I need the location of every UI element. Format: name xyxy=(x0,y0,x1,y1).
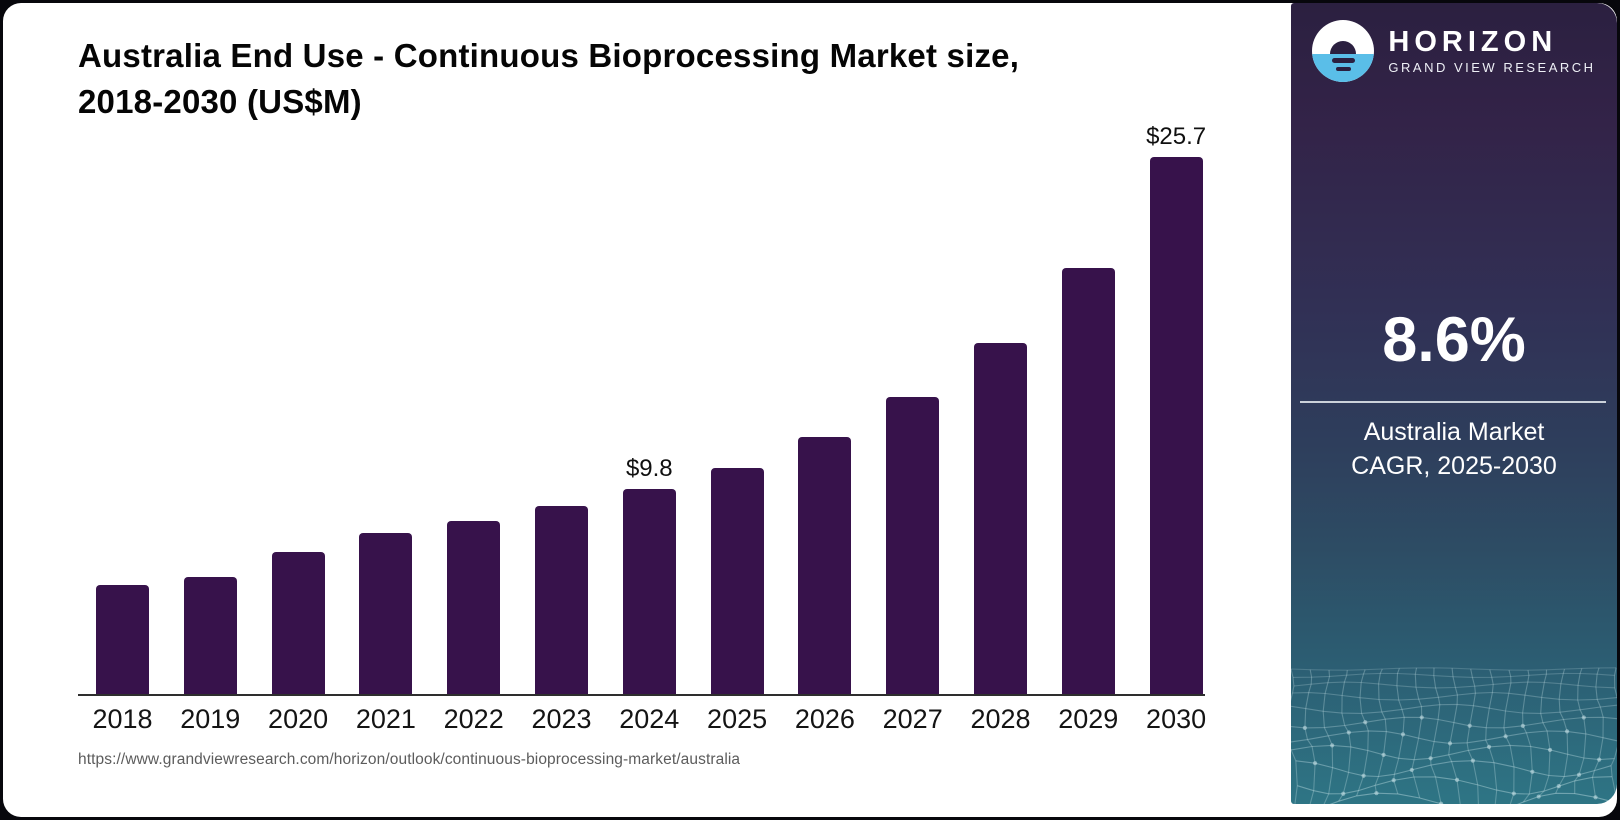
source-url: https://www.grandviewresearch.com/horizo… xyxy=(78,751,741,768)
divider-line xyxy=(1300,401,1606,403)
x-tick-2018: 2018 xyxy=(92,704,153,734)
cagr-label: Australia Market CAGR, 2025-2030 xyxy=(1291,415,1617,483)
horizon-logo-icon xyxy=(1312,20,1375,82)
bar-2030 xyxy=(1149,157,1203,694)
cagr-label-line2: CAGR, 2025-2030 xyxy=(1351,452,1557,480)
logo-sun-shape xyxy=(1330,41,1357,54)
bar-2028 xyxy=(974,343,1027,694)
bar-2025 xyxy=(710,468,764,694)
bar-2027 xyxy=(886,397,940,694)
mesh-graphic xyxy=(1291,667,1617,804)
bar-2024 xyxy=(622,489,676,694)
chart-title-line2: 2018-2030 (US$M) xyxy=(78,83,362,120)
x-tick-2024: 2024 xyxy=(619,704,680,734)
x-axis-line xyxy=(78,694,1205,696)
chart-title: Australia End Use - Continuous Bioproces… xyxy=(78,33,1178,125)
brand-logo: HORIZON GRAND VIEW RESEARCH xyxy=(1291,20,1617,82)
x-tick-2028: 2028 xyxy=(970,704,1031,734)
bar-2019 xyxy=(183,577,237,694)
cagr-value: 8.6% xyxy=(1382,305,1526,375)
infographic-card: Australia End Use - Continuous Bioproces… xyxy=(3,3,1617,817)
bar-2023 xyxy=(535,506,588,694)
x-tick-2026: 2026 xyxy=(794,704,855,734)
x-tick-2019: 2019 xyxy=(180,704,241,734)
bar-2018 xyxy=(96,585,149,694)
bar-value-label-2030: $25.7 xyxy=(1146,123,1207,150)
bar-2029 xyxy=(1061,268,1115,694)
x-tick-2030: 2030 xyxy=(1146,704,1207,734)
brand-name: HORIZON xyxy=(1388,26,1558,58)
bar-chart: $9.8 $25.7 2018 2019 2020 2021 2022 2023 2024 20… xyxy=(3,3,1291,817)
bar-2026 xyxy=(798,437,852,694)
logo-ray-shape xyxy=(1332,58,1356,63)
cagr-label-line1: Australia Market xyxy=(1363,418,1545,446)
x-tick-2027: 2027 xyxy=(882,704,943,734)
x-tick-2022: 2022 xyxy=(443,704,504,734)
sidebar-panel: HORIZON GRAND VIEW RESEARCH 8.6% Austral… xyxy=(1291,3,1617,804)
bar-2021 xyxy=(359,533,413,694)
bar-2022 xyxy=(447,521,501,694)
x-tick-2021: 2021 xyxy=(355,704,416,734)
x-tick-2025: 2025 xyxy=(707,704,768,734)
bar-value-label-2024: $9.8 xyxy=(625,455,673,482)
brand-subtitle: GRAND VIEW RESEARCH xyxy=(1388,60,1596,75)
x-tick-2023: 2023 xyxy=(531,704,592,734)
bar-2020 xyxy=(271,552,325,694)
chart-title-line1: Australia End Use - Continuous Bioproces… xyxy=(78,37,1020,74)
x-tick-2029: 2029 xyxy=(1058,704,1119,734)
brand-wordmark: HORIZON GRAND VIEW RESEARCH xyxy=(1388,27,1595,75)
logo-ray-shape xyxy=(1336,67,1352,71)
x-tick-2020: 2020 xyxy=(268,704,329,734)
